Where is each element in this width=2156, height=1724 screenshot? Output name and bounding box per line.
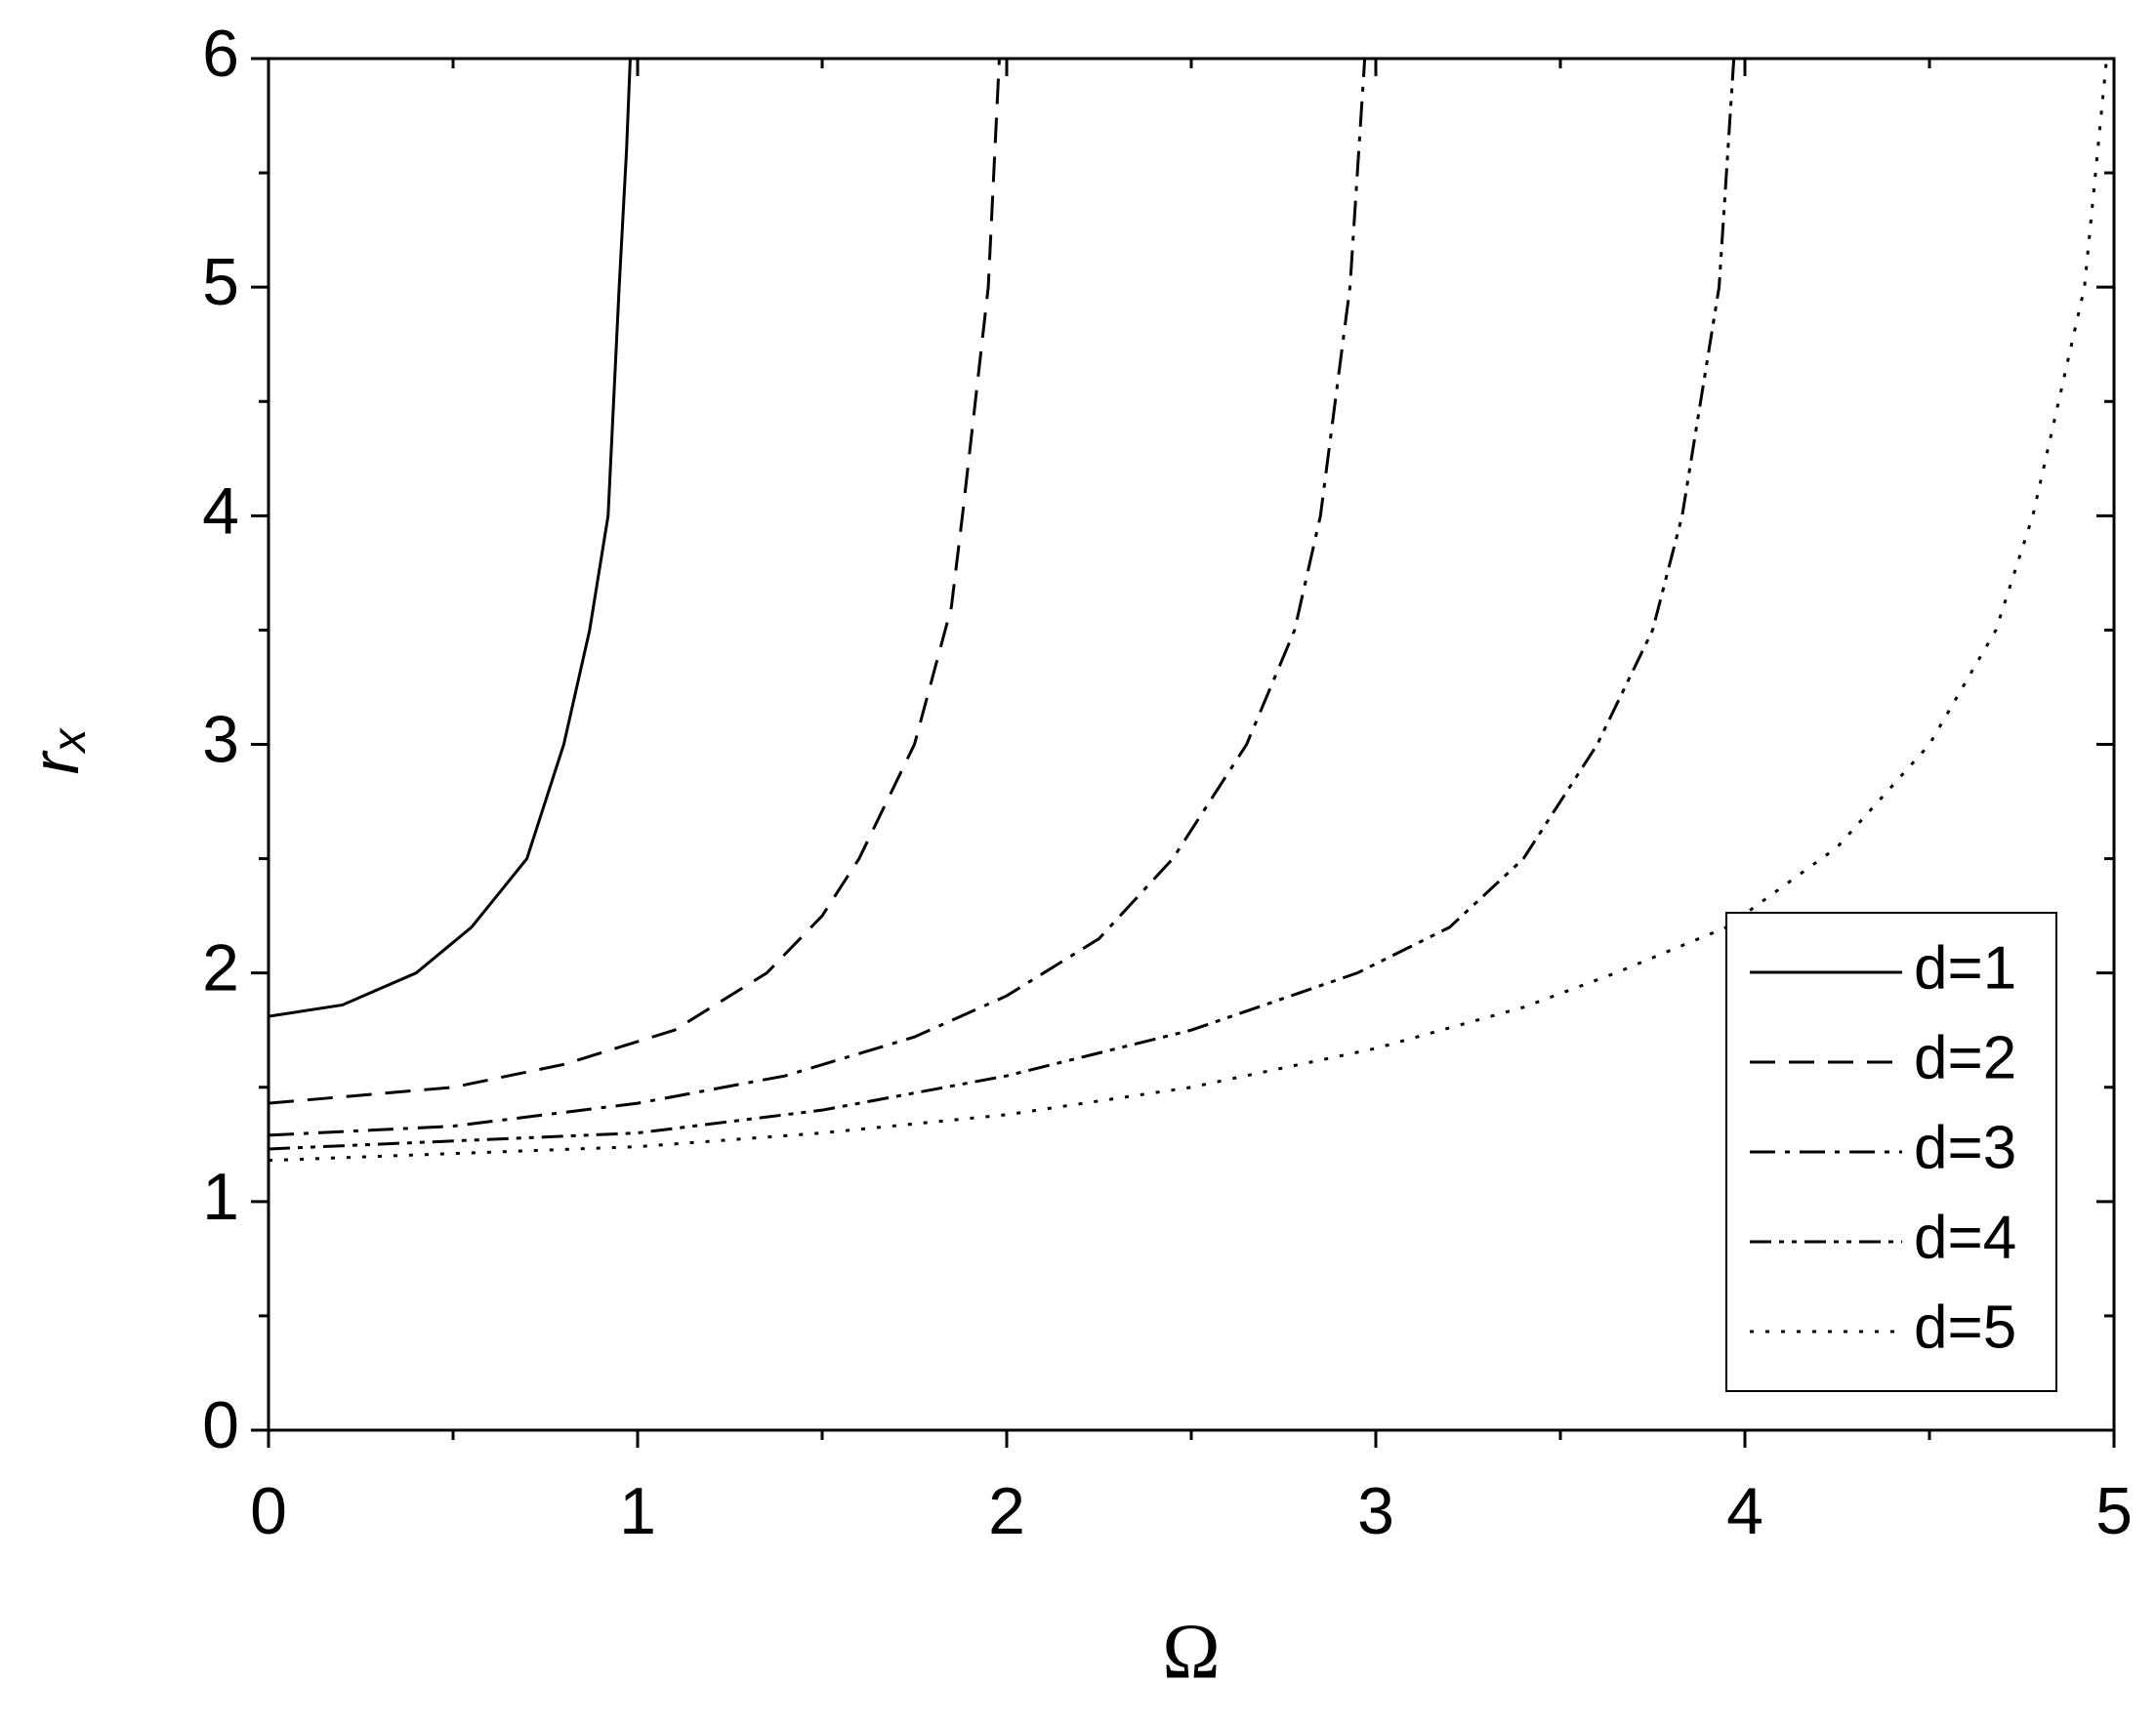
legend-label: d=2 <box>1914 1024 2016 1091</box>
y-tick-label: 6 <box>202 17 239 91</box>
y-tick-label: 3 <box>202 702 239 776</box>
legend-label: d=3 <box>1914 1114 2016 1181</box>
y-axis-label: rx <box>19 727 96 775</box>
x-tick-label: 3 <box>1357 1474 1394 1548</box>
legend-box <box>1725 912 2057 1392</box>
x-tick-label: 0 <box>250 1474 287 1548</box>
y-tick-label: 5 <box>202 245 239 319</box>
x-tick-label: 4 <box>1726 1474 1763 1548</box>
y-axis-label-subscript: x <box>44 727 96 755</box>
series-line <box>268 58 1367 1137</box>
series-line <box>268 58 632 1018</box>
y-tick-label: 0 <box>202 1388 239 1462</box>
legend-label: d=1 <box>1914 934 2016 1002</box>
series-line <box>268 58 1736 1151</box>
legend-label: d=4 <box>1914 1204 2016 1271</box>
series-line <box>268 58 1001 1105</box>
y-axis-label-main: r <box>19 750 93 774</box>
x-tick-label: 5 <box>2095 1474 2133 1548</box>
y-tick-label: 2 <box>202 931 239 1006</box>
y-tick-label: 4 <box>202 473 239 548</box>
x-tick-label: 2 <box>988 1474 1025 1548</box>
x-axis-label: Ω <box>1162 1609 1220 1695</box>
legend-label: d=5 <box>1914 1293 2016 1361</box>
x-tick-label: 1 <box>619 1474 656 1548</box>
y-tick-label: 1 <box>202 1160 239 1234</box>
